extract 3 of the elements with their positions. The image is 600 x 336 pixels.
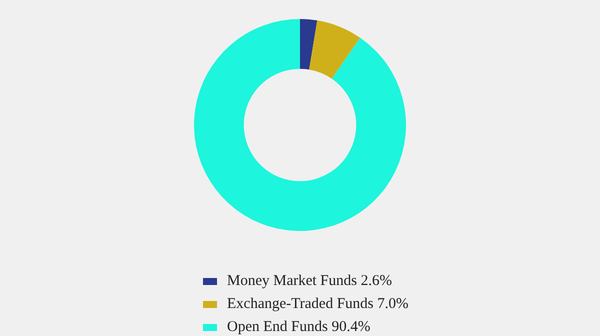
legend-label: Money Market Funds 2.6%: [227, 273, 392, 290]
legend-label: Exchange-Traded Funds 7.0%: [227, 296, 409, 313]
legend-label: Open End Funds 90.4%: [227, 319, 370, 336]
